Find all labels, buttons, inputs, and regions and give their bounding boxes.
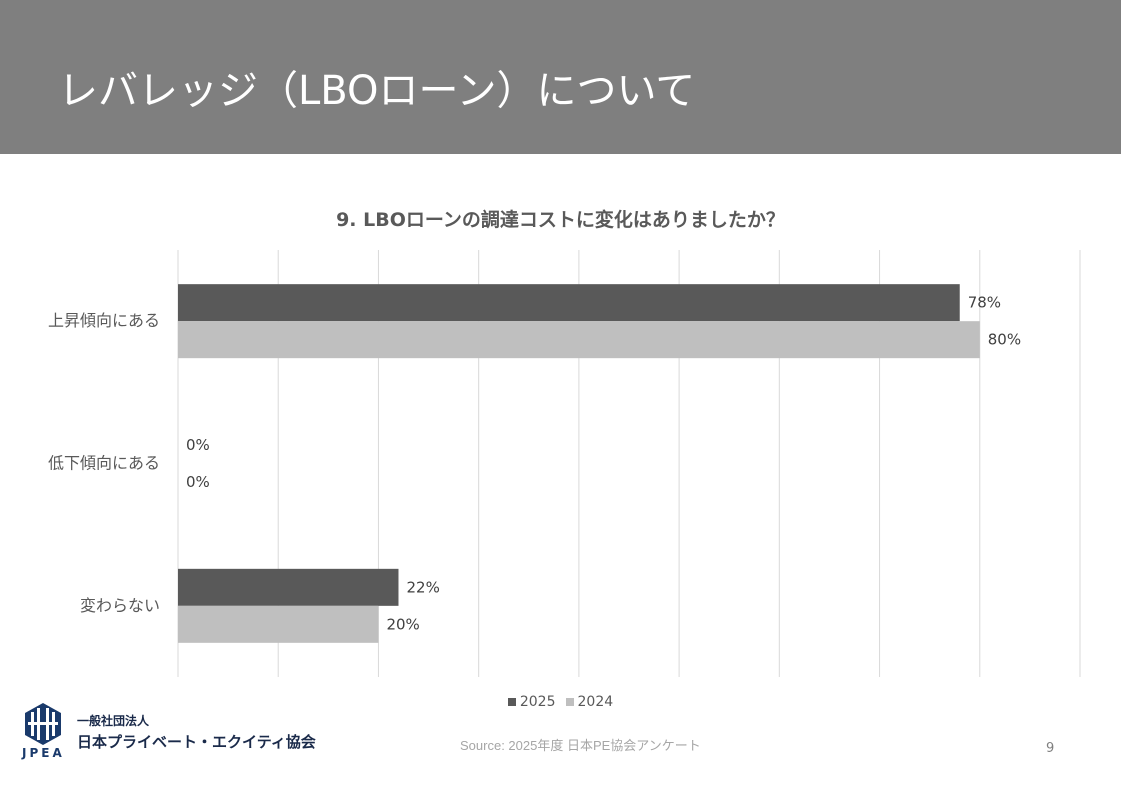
logo-subtitle: 一般社団法人 xyxy=(77,714,150,728)
jpea-logo: JPEA 一般社団法人 日本プライベート・エクイティ協会 xyxy=(22,702,322,762)
logo-abbr: JPEA xyxy=(22,746,65,760)
page-number: 9 xyxy=(1046,741,1055,756)
legend-swatch-2025 xyxy=(507,698,516,706)
bar-2024-0 xyxy=(178,321,980,359)
legend-label-2024: 2024 xyxy=(577,694,614,710)
bar-2025-0 xyxy=(178,284,960,322)
source-note: Source: 2025年度 日本PE協会アンケート xyxy=(460,738,701,753)
chart-legend: 2025 2024 xyxy=(0,694,1121,710)
logo-name: 日本プライベート・エクイティ協会 xyxy=(77,733,316,751)
legend-label-2025: 2025 xyxy=(519,694,556,710)
legend-item-2025: 2025 xyxy=(507,694,556,710)
chart-title: 9. LBOローンの調達コストに変化はありましたか？ xyxy=(336,209,785,231)
legend-item-2024: 2024 xyxy=(565,694,614,710)
category-label-0: 上昇傾向にある xyxy=(48,311,160,330)
data-label-2025-2: 22% xyxy=(406,578,439,596)
data-label-2024-1: 0% xyxy=(186,473,210,491)
legend-swatch-2024 xyxy=(565,698,574,706)
data-label-2025-0: 78% xyxy=(968,294,1001,312)
header-bar: レバレッジ（LBOローン）について xyxy=(0,0,1121,154)
category-label-1: 低下傾向にある xyxy=(48,454,160,473)
bar-chart: 上昇傾向にある 78% 80% 低下傾向にある 0% 0% 変わらない 22% 20% xyxy=(48,250,1081,677)
data-label-2025-1: 0% xyxy=(186,436,210,454)
jpea-logo-mark-icon xyxy=(25,703,61,745)
data-label-2024-0: 80% xyxy=(988,331,1021,349)
page-title: レバレッジ（LBOローン）について xyxy=(58,68,696,114)
data-label-2024-2: 20% xyxy=(386,615,419,633)
bar-2024-2 xyxy=(178,605,379,643)
category-label-2: 変わらない xyxy=(80,596,160,615)
bar-2025-2 xyxy=(178,568,399,606)
